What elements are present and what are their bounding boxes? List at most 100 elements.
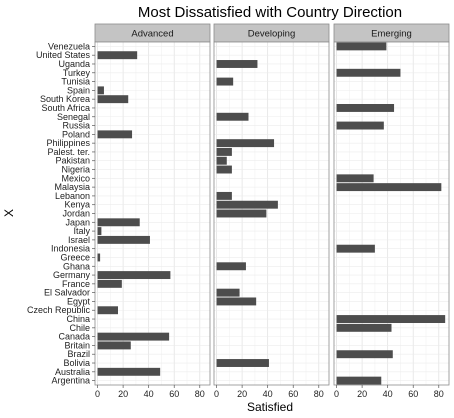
bar-advanced-canada xyxy=(97,332,170,341)
y-tick-label-palest-ter: Palest. ter. xyxy=(47,147,90,157)
y-tick-label-israel: Israel xyxy=(68,235,90,245)
bar-developing-pakistan xyxy=(216,156,227,165)
bar-developing-nigeria xyxy=(216,165,232,174)
x-tick-label: 60 xyxy=(408,389,418,399)
facet-strip-label: Advanced xyxy=(131,29,173,40)
x-tick-label: 20 xyxy=(118,389,128,399)
x-tick-label: 20 xyxy=(237,389,247,399)
bar-developing-palest-ter xyxy=(216,147,232,156)
x-tick-label: 40 xyxy=(383,389,393,399)
bar-emerging-malaysia xyxy=(336,183,442,192)
x-tick-label: 40 xyxy=(263,389,273,399)
bar-advanced-czech-republic xyxy=(97,306,118,315)
bar-emerging-turkey xyxy=(336,68,401,77)
facet-panel-emerging: Emerging 0 20 40 60 80 xyxy=(333,23,450,399)
y-tick-label-italy: Italy xyxy=(73,226,90,236)
bar-advanced-united-states xyxy=(97,51,138,60)
y-tick-label-turkey: Turkey xyxy=(63,68,91,78)
bar-advanced-japan xyxy=(97,218,140,227)
facet-strip-label: Emerging xyxy=(371,29,412,40)
bar-advanced-britain xyxy=(97,341,131,350)
y-tick-label-poland: Poland xyxy=(62,129,90,139)
y-tick-label-brazil: Brazil xyxy=(67,349,90,359)
x-axis-title: Satisfied xyxy=(247,400,293,414)
bar-advanced-greece xyxy=(97,253,101,262)
y-tick-label-senegal: Senegal xyxy=(57,112,90,122)
y-axis: ArgentinaAustraliaBoliviaBrazilBritainCa… xyxy=(27,41,95,386)
x-tick-label: 20 xyxy=(357,389,367,399)
y-tick-label-uganda: Uganda xyxy=(58,59,90,69)
bar-developing-philippines xyxy=(216,139,275,148)
bar-developing-jordan xyxy=(216,209,267,218)
y-tick-label-czech-republic: Czech Republic xyxy=(27,305,91,315)
bar-advanced-spain xyxy=(97,86,104,95)
x-tick-label: 0 xyxy=(214,389,219,399)
bar-advanced-italy xyxy=(97,227,102,236)
y-tick-label-pakistan: Pakistan xyxy=(55,156,90,166)
bar-developing-bolivia xyxy=(216,359,269,367)
y-tick-label-france: France xyxy=(62,279,90,289)
bar-advanced-poland xyxy=(97,130,133,139)
y-tick-label-australia: Australia xyxy=(55,367,90,377)
y-tick-label-germany: Germany xyxy=(53,270,91,280)
bar-developing-kenya xyxy=(216,200,278,209)
y-tick-label-lebanon: Lebanon xyxy=(55,191,90,201)
y-tick-label-egypt: Egypt xyxy=(67,296,91,306)
y-tick-label-britain: Britain xyxy=(64,340,90,350)
bar-advanced-germany xyxy=(97,271,171,280)
y-tick-label-jordan: Jordan xyxy=(62,209,90,219)
facet-strip-label: Developing xyxy=(248,29,296,40)
x-tick-label: 60 xyxy=(169,389,179,399)
facet-panel-advanced: Advanced 0 20 40 60 80 xyxy=(94,23,211,399)
bar-developing-el-salvador xyxy=(216,288,240,297)
bar-emerging-mexico xyxy=(336,174,374,183)
panel-border xyxy=(333,41,450,386)
facet-panel-developing: Developing 0 20 40 60 80 xyxy=(213,23,330,399)
y-tick-label-japan: Japan xyxy=(65,217,90,227)
bar-emerging-brazil xyxy=(336,350,393,359)
chart-title: Most Dissatisfied with Country Direction xyxy=(138,4,402,21)
y-tick-label-indonesia: Indonesia xyxy=(51,244,90,254)
bar-emerging-chile xyxy=(336,323,392,332)
bar-developing-egypt xyxy=(216,297,257,306)
y-axis-title: X xyxy=(2,209,16,217)
bar-developing-uganda xyxy=(216,60,258,68)
y-tick-label-nigeria: Nigeria xyxy=(61,165,90,175)
y-tick-label-spain: Spain xyxy=(67,85,90,95)
bar-emerging-south-africa xyxy=(336,104,395,112)
bar-emerging-indonesia xyxy=(336,244,375,253)
bar-developing-lebanon xyxy=(216,191,232,200)
bar-developing-ghana xyxy=(216,262,246,271)
panel-border xyxy=(213,41,330,386)
x-tick-label: 0 xyxy=(334,389,339,399)
bar-developing-tunisia xyxy=(216,77,234,86)
y-tick-label-canada: Canada xyxy=(58,332,90,342)
y-tick-label-bolivia: Bolivia xyxy=(63,358,90,368)
bar-advanced-australia xyxy=(97,367,161,376)
bar-emerging-venezuela xyxy=(336,42,387,51)
y-tick-label-argentina: Argentina xyxy=(51,376,90,386)
bar-developing-senegal xyxy=(216,112,249,121)
y-tick-label-south-africa: South Africa xyxy=(41,103,90,113)
y-tick-label-china: China xyxy=(66,314,90,324)
y-tick-label-venezuela: Venezuela xyxy=(48,41,90,51)
bar-advanced-south-korea xyxy=(97,95,129,104)
x-tick-label: 80 xyxy=(314,389,324,399)
y-tick-label-ghana: Ghana xyxy=(63,261,90,271)
bar-emerging-china xyxy=(336,315,446,323)
bar-advanced-france xyxy=(97,279,122,288)
x-tick-label: 60 xyxy=(288,389,298,399)
y-tick-label-malaysia: Malaysia xyxy=(54,182,90,192)
x-tick-label: 80 xyxy=(195,389,205,399)
y-tick-label-philippines: Philippines xyxy=(46,138,90,148)
y-tick-label-mexico: Mexico xyxy=(61,173,90,183)
x-tick-label: 0 xyxy=(95,389,100,399)
x-tick-label: 40 xyxy=(144,389,154,399)
y-tick-label-greece: Greece xyxy=(60,252,90,262)
bar-emerging-argentina xyxy=(336,376,382,385)
bar-emerging-russia xyxy=(336,121,384,130)
facet-panels: Advanced 0 20 40 60 80 Developing 0 20 40 60 80 Emer… xyxy=(27,23,450,399)
y-tick-label-kenya: Kenya xyxy=(64,200,90,210)
